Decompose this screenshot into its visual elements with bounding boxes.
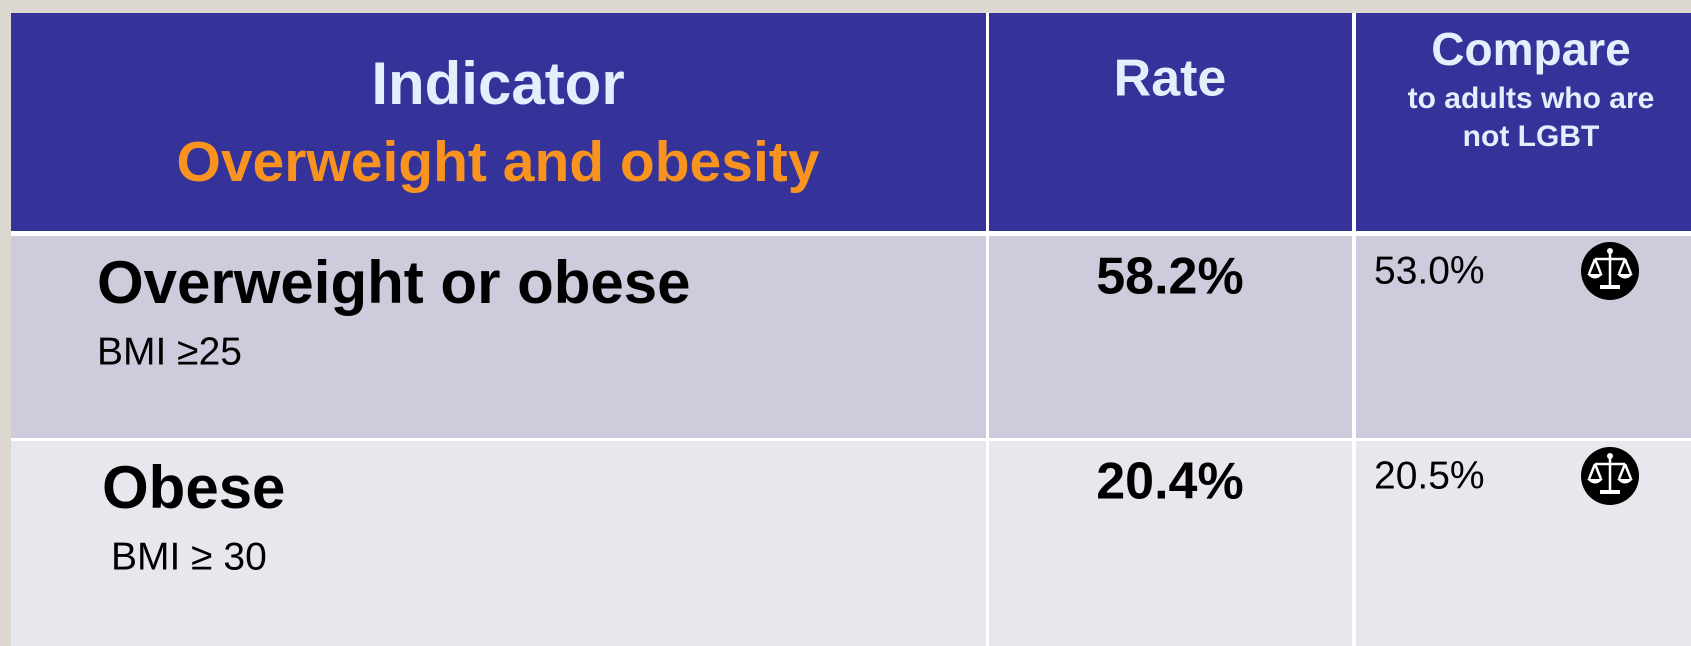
row-compare: 53.0% <box>1374 249 1485 292</box>
row-cell <box>989 441 1352 646</box>
scales-icon <box>1581 447 1639 505</box>
row-indicator: Overweight or obese <box>97 249 691 316</box>
header-topic: Overweight and obesity <box>177 130 820 194</box>
header-cell <box>989 13 1352 231</box>
icon-part <box>1600 285 1620 289</box>
row-definition: BMI ≥25 <box>97 330 242 373</box>
header-cell <box>11 13 986 231</box>
row-compare: 20.5% <box>1374 454 1485 497</box>
row-cell <box>989 236 1352 438</box>
icon-part <box>1607 453 1613 459</box>
icon-part <box>1587 463 1633 480</box>
row-cell <box>11 441 986 646</box>
header-compare: Compare <box>1431 23 1630 75</box>
icon-part <box>1587 258 1633 275</box>
scales-icon <box>1581 242 1639 300</box>
header-cell <box>1356 13 1691 231</box>
header-compare-note: to adults who are <box>1408 82 1655 115</box>
header-rate: Rate <box>1114 50 1227 108</box>
row-cell <box>11 236 986 438</box>
row-indicator: Obese <box>102 454 285 521</box>
icon-part <box>1587 274 1633 279</box>
header-indicator: Indicator <box>371 50 624 117</box>
row-definition: BMI ≥ 30 <box>111 535 267 578</box>
icon-part <box>1607 248 1613 254</box>
icon-part <box>1600 490 1620 494</box>
header-compare-note: not LGBT <box>1463 120 1600 153</box>
icon-part <box>1587 479 1633 484</box>
row-rate: 58.2% <box>1096 248 1243 306</box>
row-rate: 20.4% <box>1096 453 1243 511</box>
